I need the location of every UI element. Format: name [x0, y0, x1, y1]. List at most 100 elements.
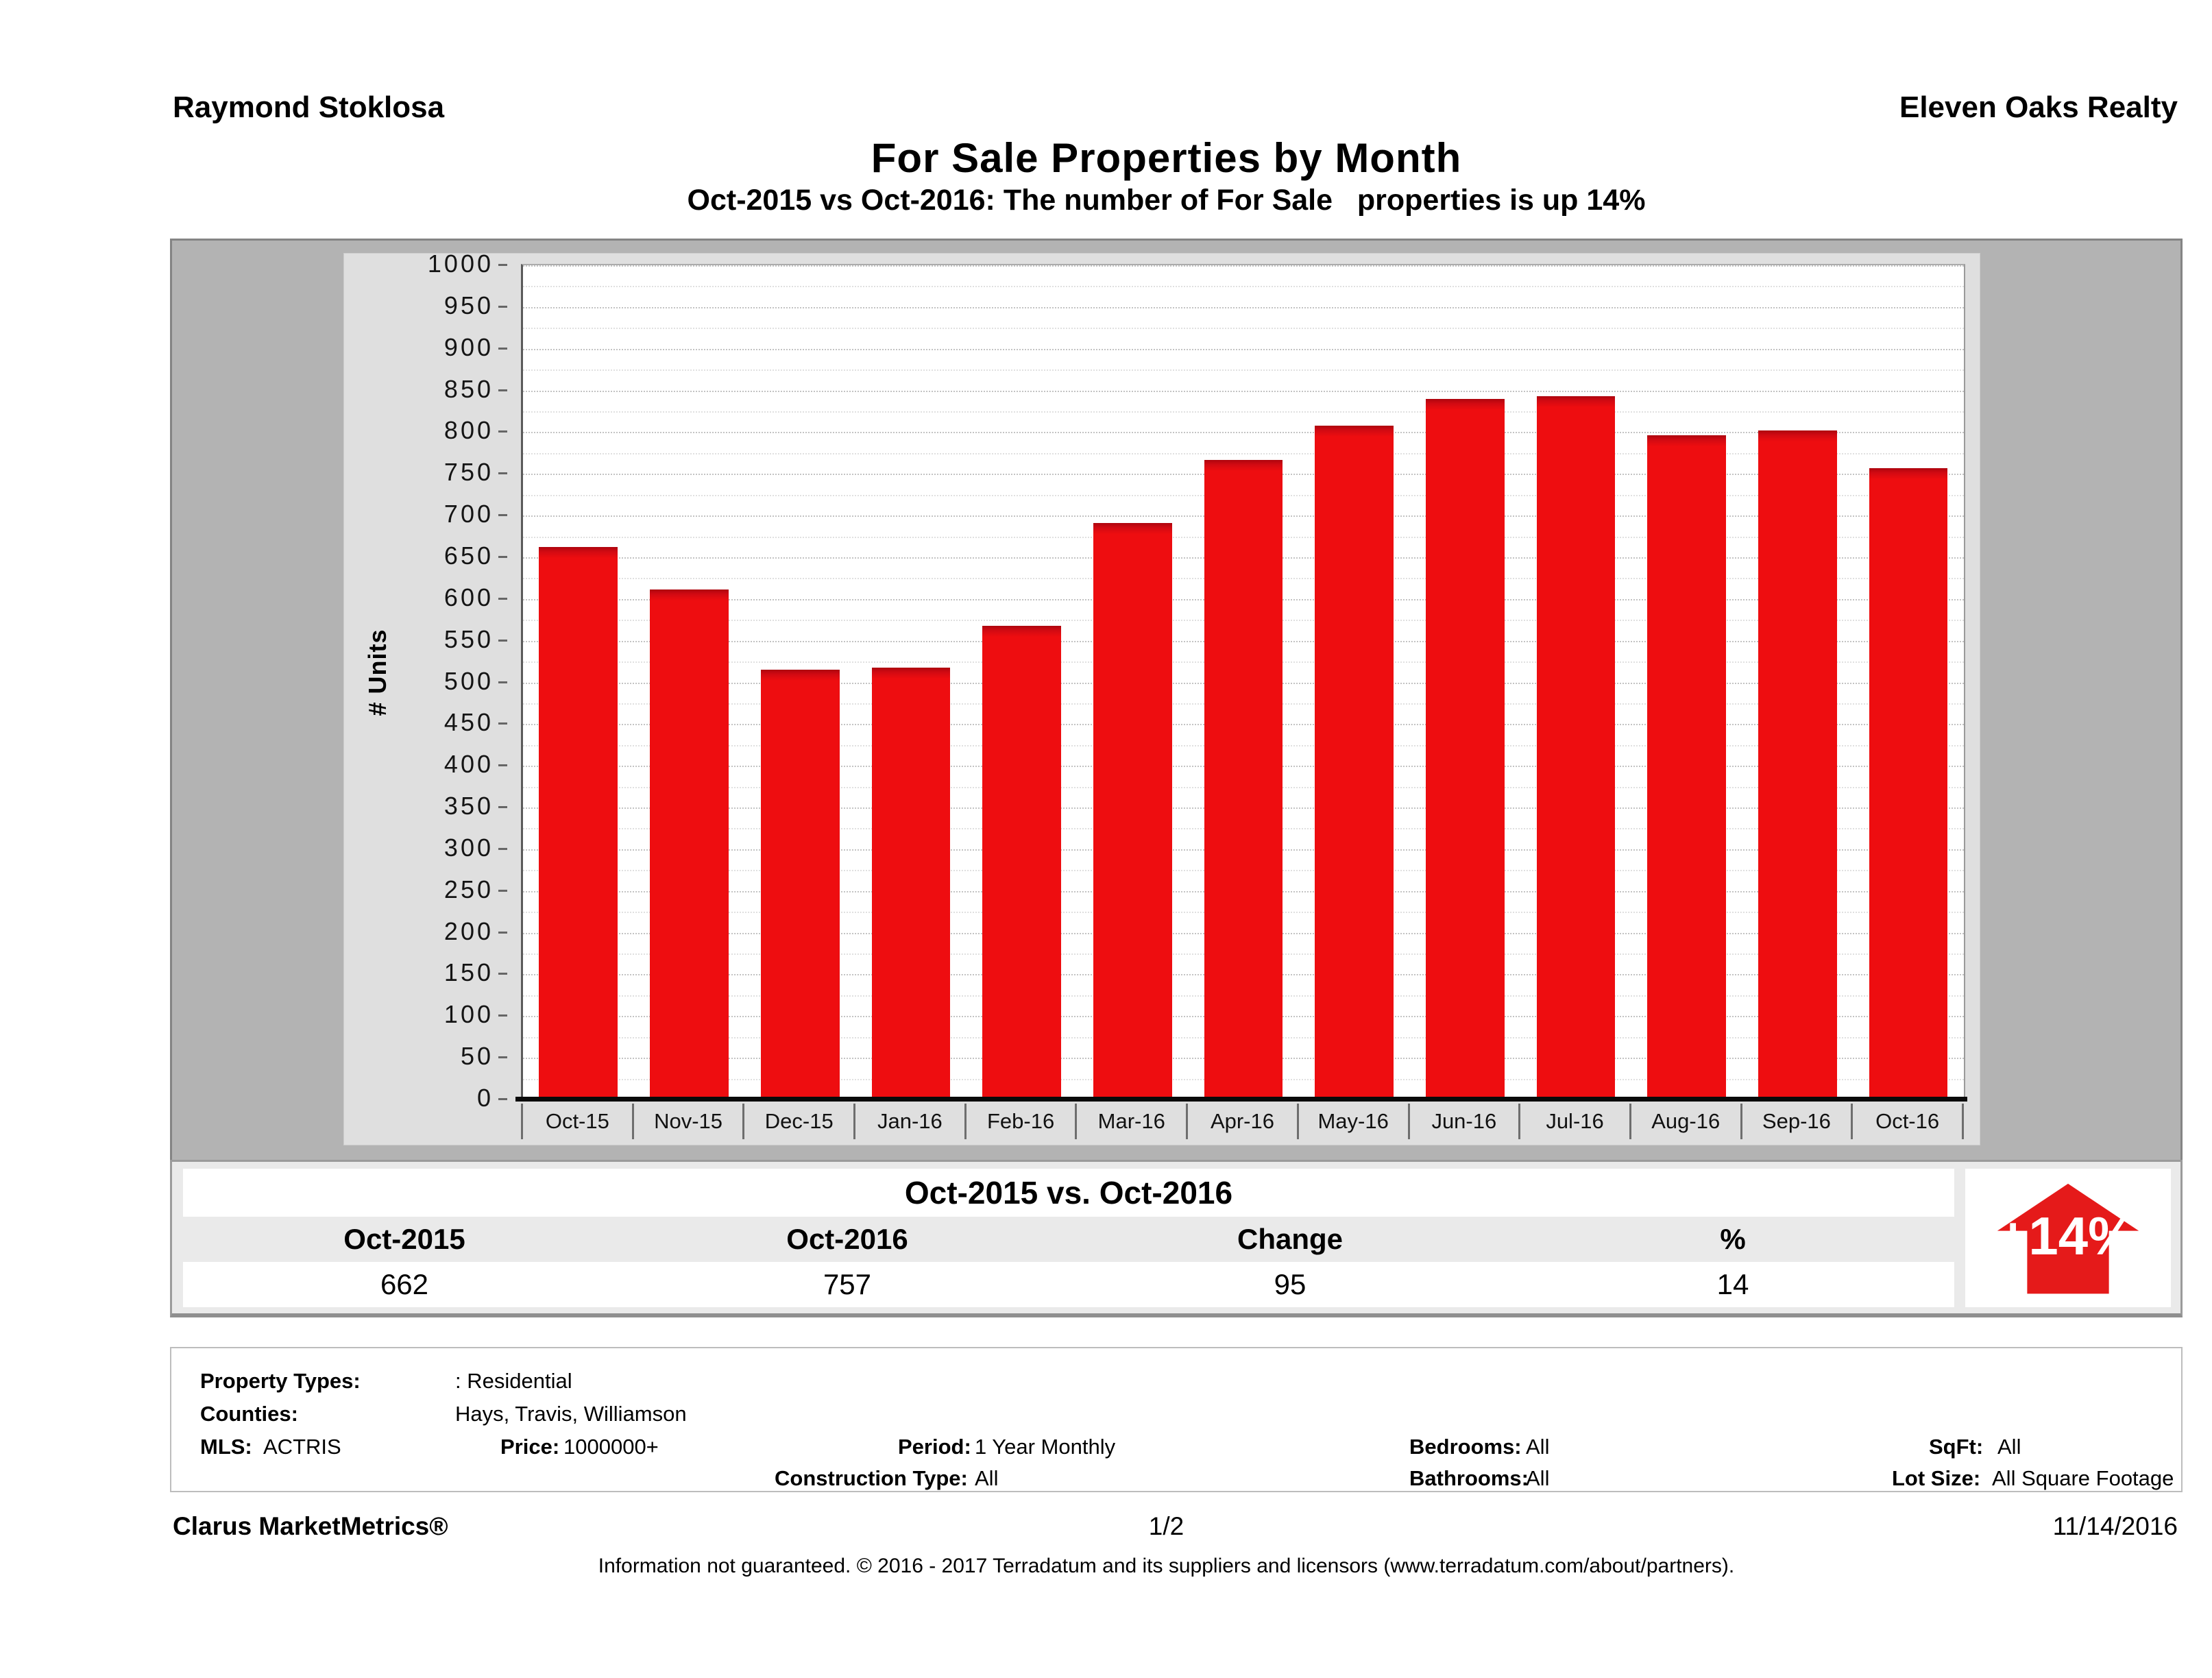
bar-slot — [1853, 265, 1964, 1099]
y-axis-labels: 0 50 100 150 200 250 300 350 400 450 500 550 600 650 7… — [344, 250, 509, 1112]
bar-slot — [1077, 265, 1188, 1099]
y-tick-label: 450 — [443, 708, 508, 737]
bar-Jan-16 — [871, 667, 951, 1099]
bathrooms-label: Bathrooms: — [1409, 1466, 1529, 1490]
summary-value-oct-2016: 757 — [823, 1268, 872, 1300]
bar-slot — [1742, 265, 1854, 1099]
summary-col-oct-2015: Oct-2015 — [343, 1223, 465, 1255]
gridline — [523, 452, 1964, 454]
bar-Apr-16 — [1204, 459, 1283, 1099]
y-tick-label: 950 — [443, 291, 508, 319]
chart-panel: # Units 0 50 100 150 200 250 300 350 400 450 500 55… — [170, 239, 2183, 1163]
gridline — [523, 411, 1964, 413]
summary-col-percent: % — [1720, 1223, 1746, 1255]
summary-header-row: Oct-2015 Oct-2016 Change % — [183, 1217, 1954, 1262]
summary-value-row: 662 757 95 14 — [183, 1262, 1954, 1307]
summary-value-percent: 14 — [1716, 1268, 1749, 1300]
y-tick-label: 1000 — [427, 250, 508, 278]
y-tick-label: 400 — [443, 750, 508, 779]
y-tick-label: 750 — [443, 458, 508, 487]
footer-disclaimer: Information not guaranteed. © 2016 - 201… — [598, 1555, 1735, 1577]
sqft-label: SqFt: — [1929, 1435, 1984, 1459]
bar-slot — [1188, 265, 1299, 1099]
y-tick-label: 550 — [443, 624, 508, 653]
bars — [523, 265, 1964, 1099]
lot-size-value: All Square Footage — [1992, 1466, 2174, 1490]
bar-slot — [855, 265, 967, 1099]
price-value: 1000000+ — [563, 1435, 659, 1459]
page-title: For Sale Properties by Month — [871, 135, 1462, 181]
x-tick-label: Mar-16 — [1075, 1104, 1186, 1139]
company-name: Eleven Oaks Realty — [1899, 90, 2178, 124]
up-arrow-icon: +14% — [1997, 1183, 2139, 1294]
x-tick-label: Jun-16 — [1407, 1104, 1519, 1139]
bar-Dec-15 — [760, 670, 840, 1099]
footer-date: 11/14/2016 — [2052, 1512, 2178, 1540]
bar-slot — [967, 265, 1078, 1099]
x-tick-label: Sep-16 — [1740, 1104, 1851, 1139]
summary-value-oct-2015: 662 — [380, 1268, 429, 1300]
y-tick-label: 600 — [443, 583, 508, 611]
y-tick-label: 250 — [443, 875, 508, 903]
y-tick-label: 200 — [443, 916, 508, 945]
up-arrow-shape — [1997, 1183, 2139, 1294]
x-tick-label: Aug-16 — [1629, 1104, 1740, 1139]
agent-name: Raymond Stoklosa — [173, 90, 445, 124]
bar-Feb-16 — [982, 625, 1061, 1099]
y-tick-label: 500 — [443, 666, 508, 695]
chart-inner: # Units 0 50 100 150 200 250 300 350 400 450 500 55… — [343, 250, 1980, 1145]
construction-value: All — [975, 1466, 999, 1490]
sqft-value: All — [1997, 1435, 2021, 1459]
bar-Oct-16 — [1869, 467, 1948, 1099]
x-tick-label: Oct-15 — [521, 1104, 632, 1139]
counties-label: Counties: — [200, 1402, 298, 1426]
y-tick-label: 100 — [443, 1000, 508, 1029]
bar-slot — [1631, 265, 1742, 1099]
counties-value: Hays, Travis, Williamson — [455, 1402, 687, 1426]
y-tick-label: 700 — [443, 500, 508, 528]
bar-slot — [1299, 265, 1410, 1099]
y-tick-label: 300 — [443, 833, 508, 862]
construction-label: Construction Type: — [775, 1466, 968, 1490]
bar-Jul-16 — [1536, 396, 1616, 1099]
gridline — [523, 328, 1964, 330]
x-tick-label: Jan-16 — [853, 1104, 964, 1139]
gridline — [523, 306, 1964, 308]
mls-value: ACTRIS — [263, 1435, 341, 1459]
bar-Aug-16 — [1647, 435, 1727, 1099]
x-tick-label: Nov-15 — [631, 1104, 743, 1139]
summary-panel: Oct-2015 vs. Oct-2016 Oct-2015 Oct-2016 … — [170, 1160, 2183, 1317]
price-label: Price: — [500, 1435, 560, 1459]
gridline — [523, 369, 1964, 372]
page-subtitle: Oct-2015 vs Oct-2016: The number of For … — [687, 184, 1646, 217]
x-tick-label: Oct-16 — [1851, 1104, 1962, 1139]
x-tick-label: Apr-16 — [1186, 1104, 1297, 1139]
lot-size-label: Lot Size: — [1892, 1466, 1981, 1490]
bedrooms-label: Bedrooms: — [1409, 1435, 1522, 1459]
y-tick-label: 900 — [443, 332, 508, 361]
y-tick-label: 0 — [476, 1084, 508, 1112]
bar-Jun-16 — [1425, 398, 1505, 1099]
y-tick-label: 850 — [443, 374, 508, 403]
y-tick-label: 150 — [443, 958, 508, 987]
bar-May-16 — [1315, 425, 1394, 1099]
bar-slot — [744, 265, 855, 1099]
period-label: Period: — [898, 1435, 971, 1459]
footer-brand: Clarus MarketMetrics® — [173, 1512, 448, 1540]
gridline — [523, 265, 1964, 267]
bar-slot — [634, 265, 745, 1099]
property-types-label: Property Types: — [200, 1369, 361, 1393]
badge-label: +14% — [1997, 1206, 2136, 1266]
summary-col-change: Change — [1237, 1223, 1343, 1255]
bathrooms-value: All — [1526, 1466, 1550, 1490]
bar-Sep-16 — [1758, 430, 1837, 1099]
summary-col-oct-2016: Oct-2016 — [786, 1223, 908, 1255]
footer-page-number: 1/2 — [1148, 1512, 1184, 1540]
criteria-panel: Property Types: : Residential Counties: … — [170, 1347, 2183, 1492]
bar-slot — [523, 265, 634, 1099]
gridline — [523, 348, 1964, 350]
bar-Mar-16 — [1093, 523, 1172, 1099]
x-tick-label: May-16 — [1296, 1104, 1408, 1139]
gridline — [523, 432, 1964, 434]
